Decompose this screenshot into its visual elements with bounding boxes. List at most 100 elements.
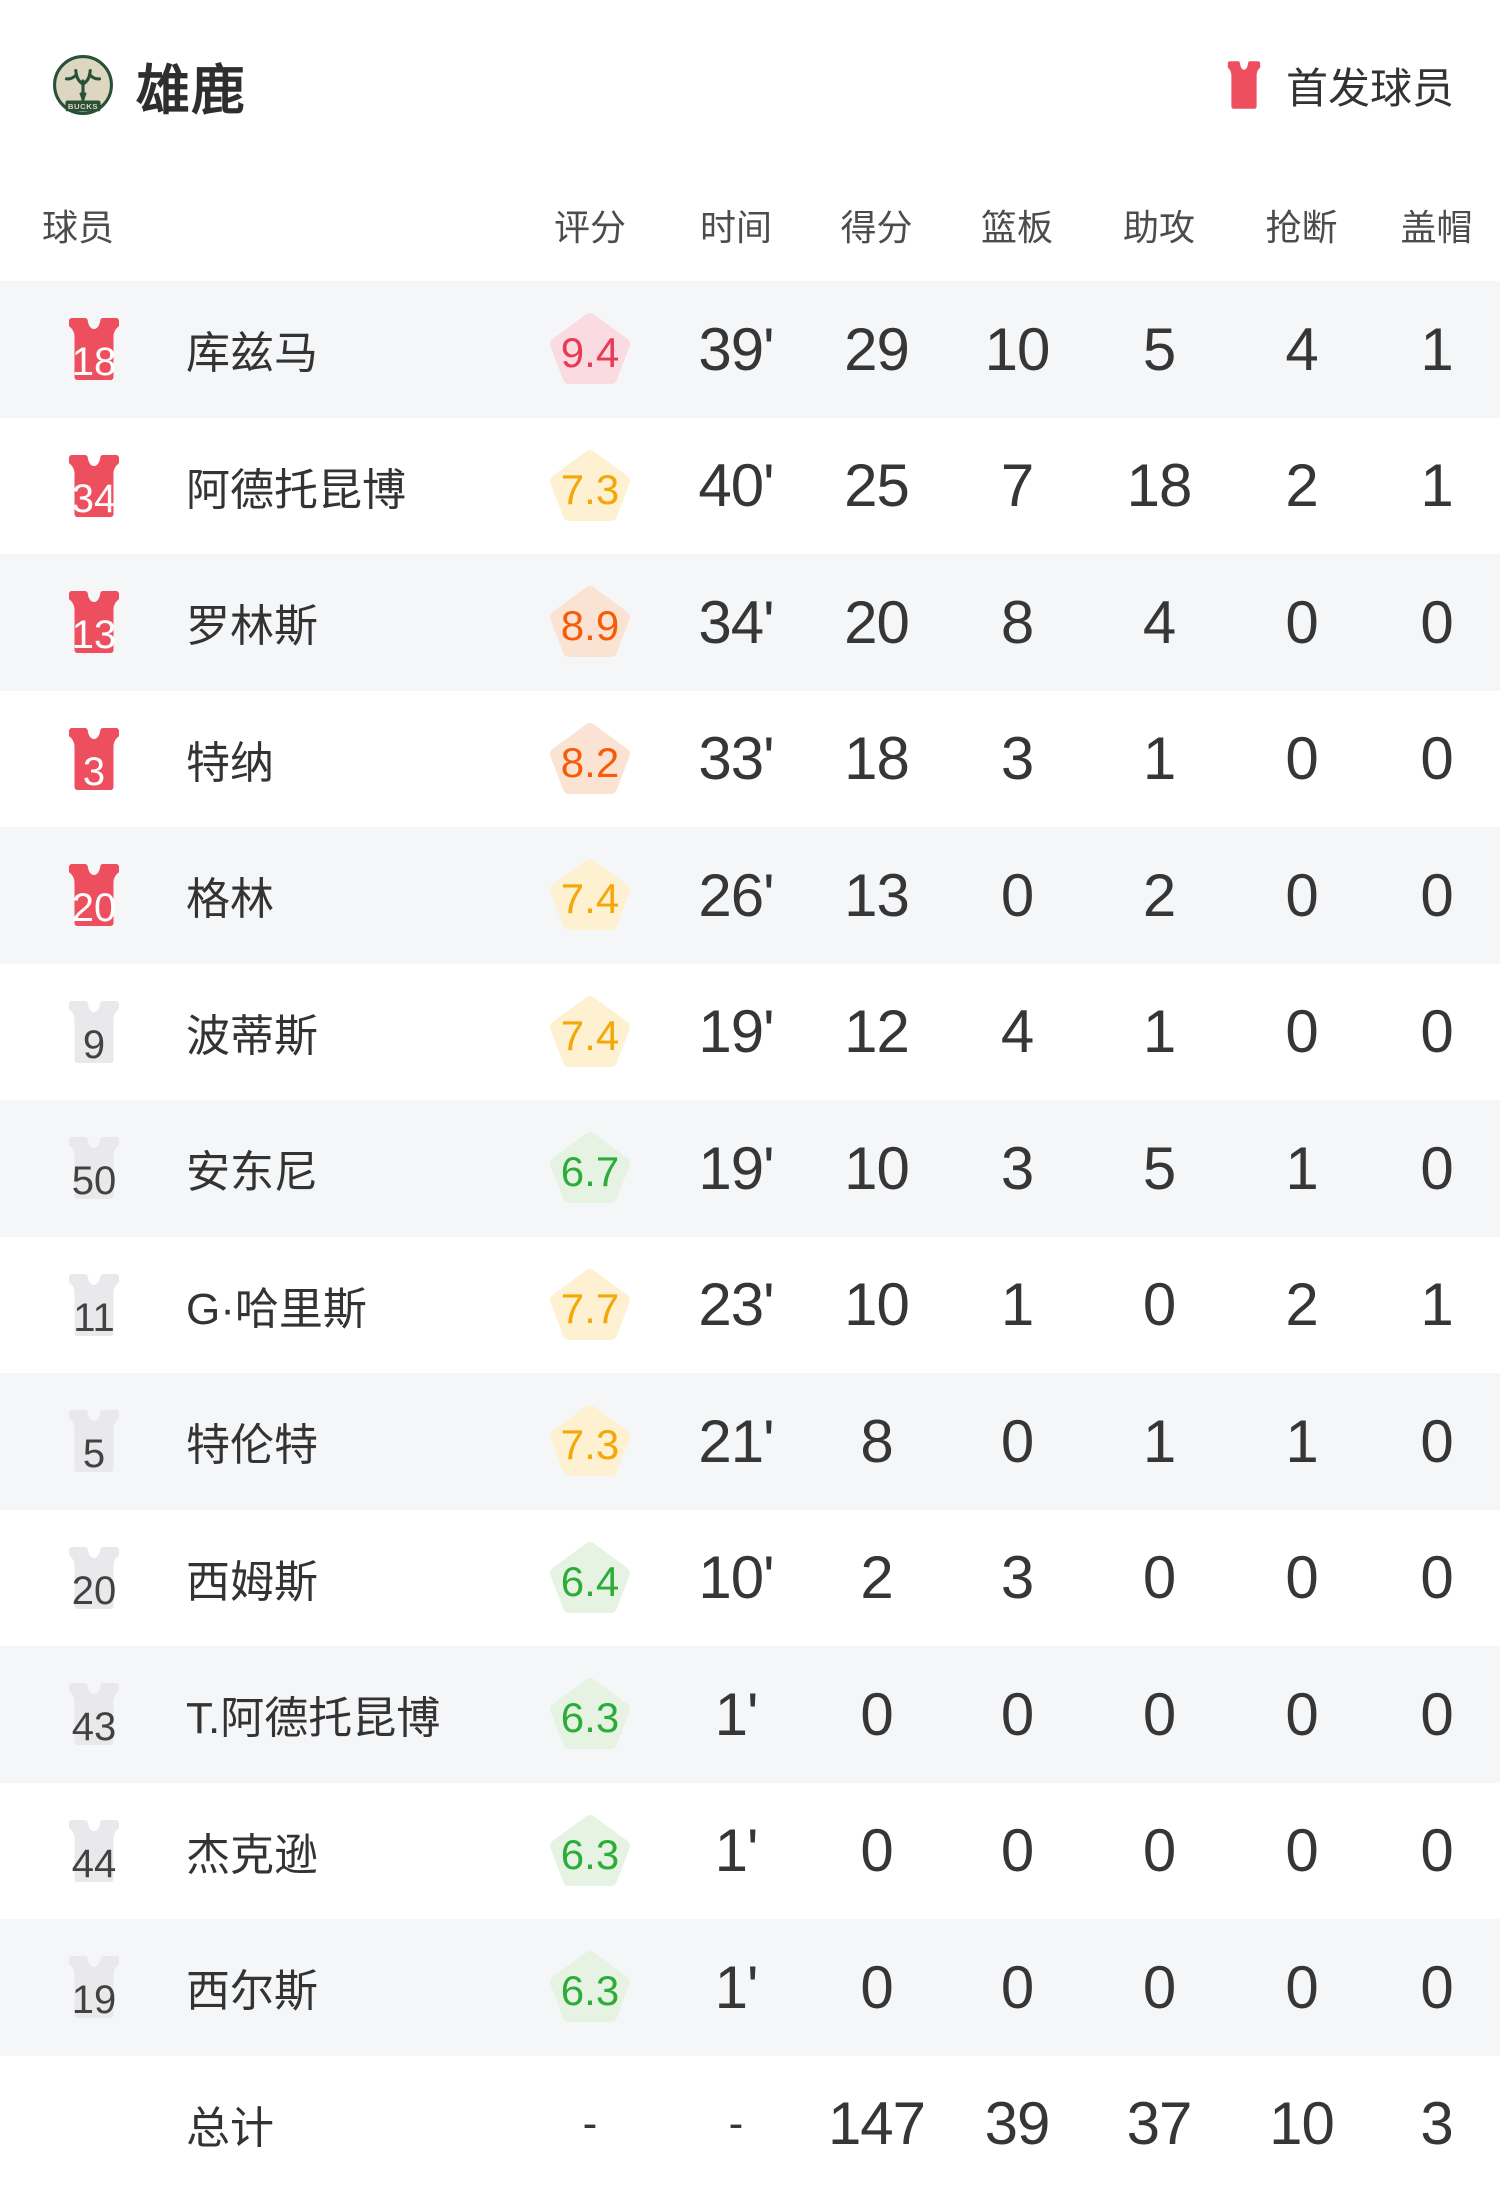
stat-time: 34' [698, 588, 774, 656]
rating-value: 7.3 [560, 1421, 620, 1469]
rating-badge: 7.7 [549, 1268, 631, 1341]
stat-points: 10 [844, 1134, 910, 1202]
column-header-player: 球员 [42, 207, 115, 248]
bucks-team-logo-icon: BUCKS [52, 54, 114, 116]
stat-time: 23' [698, 1271, 774, 1339]
player-row[interactable]: 3 特纳 8.2 33' 18 3 1 0 0 [0, 690, 1500, 827]
starter-legend: 首发球员 [1222, 55, 1454, 116]
rating-value: 8.2 [560, 738, 620, 786]
rating-value: 9.4 [560, 329, 620, 377]
rating-badge: 9.4 [549, 313, 631, 385]
player-row[interactable]: 5 特伦特 7.3 21' 8 0 1 1 0 [0, 1373, 1500, 1510]
stat-steals: 0 [1285, 1680, 1318, 1748]
rating-cell: 7.4 [515, 859, 665, 931]
player-cell: 5 特伦特 [60, 1407, 515, 1475]
jersey-number-icon: 11 [60, 1271, 128, 1339]
rating-badge: 7.3 [549, 449, 631, 522]
player-cell: 43 T.阿德托昆博 [60, 1680, 515, 1748]
rating-value: 7.3 [560, 465, 620, 513]
stat-points: 0 [860, 1680, 893, 1748]
stat-rebounds: 7 [1000, 452, 1034, 520]
player-row[interactable]: 20 格林 7.4 26' 13 0 2 0 0 [0, 827, 1500, 964]
player-cell: 44 杰克逊 [60, 1817, 515, 1885]
player-name: 特伦特 [186, 1421, 318, 1471]
player-row[interactable]: 44 杰克逊 6.3 1' 0 0 0 0 0 [0, 1782, 1500, 1919]
stat-points: 0 [860, 1953, 893, 2021]
stat-time: 1' [714, 1680, 759, 1748]
starter-jersey-icon [1222, 59, 1266, 111]
rating-value: 6.4 [560, 1557, 620, 1605]
rating-value: 7.4 [560, 875, 620, 923]
column-header-steals: 抢断 [1265, 207, 1338, 248]
stat-steals: 0 [1285, 1953, 1318, 2021]
svg-text:3: 3 [83, 750, 105, 793]
player-table: 18 库兹马 9.4 39' 29 10 5 4 1 [0, 281, 1500, 2192]
player-row[interactable]: 19 西尔斯 6.3 1' 0 0 0 0 0 [0, 1919, 1500, 2056]
player-name: 罗林斯 [186, 602, 318, 652]
rating-cell: 7.4 [515, 995, 665, 1068]
stat-blocks: 1 [1420, 315, 1453, 383]
player-row[interactable]: 9 波蒂斯 7.4 19' 12 4 1 0 0 [0, 963, 1500, 1100]
stat-assists: 1 [1142, 998, 1176, 1066]
player-cell: 11 G·哈里斯 [60, 1271, 515, 1339]
player-row[interactable]: 18 库兹马 9.4 39' 29 10 5 4 1 [0, 281, 1500, 418]
stat-points: 25 [844, 452, 910, 520]
stat-blocks: 1 [1420, 452, 1453, 520]
rating-badge: 7.3 [549, 1405, 631, 1477]
jersey-number-icon: 13 [60, 588, 128, 656]
stat-blocks: 1 [1420, 1271, 1453, 1339]
stat-blocks: 0 [1420, 861, 1453, 929]
stat-blocks: 0 [1420, 725, 1453, 793]
player-row[interactable]: 43 T.阿德托昆博 6.3 1' 0 0 0 0 0 [0, 1646, 1500, 1783]
totals-rebounds: 39 [984, 2090, 1051, 2158]
jersey-number-icon: 3 [60, 725, 128, 793]
svg-text:20: 20 [72, 886, 117, 929]
stat-time: 1' [714, 1817, 759, 1885]
rating-cell: 6.3 [515, 1678, 665, 1750]
jersey-number-icon: 9 [60, 998, 128, 1066]
stat-time: 33' [698, 725, 774, 793]
rating-value: 6.3 [560, 1830, 620, 1878]
totals-rating: - [582, 2098, 598, 2148]
player-cell: 13 罗林斯 [60, 588, 515, 656]
svg-text:18: 18 [72, 340, 117, 383]
stat-blocks: 0 [1420, 1817, 1453, 1885]
rating-value: 7.4 [560, 1011, 620, 1059]
stat-points: 2 [860, 1544, 893, 1612]
svg-text:9: 9 [83, 1023, 105, 1066]
svg-text:43: 43 [72, 1705, 117, 1748]
jersey-number-icon: 43 [60, 1680, 128, 1748]
jersey-number-icon: 44 [60, 1817, 128, 1885]
rating-cell: 6.7 [515, 1132, 665, 1204]
svg-text:BUCKS: BUCKS [68, 102, 98, 111]
player-row[interactable]: 11 G·哈里斯 7.7 23' 10 1 0 2 1 [0, 1236, 1500, 1373]
totals-steals: 10 [1269, 2090, 1335, 2158]
player-row[interactable]: 50 安东尼 6.7 19' 10 3 5 1 0 [0, 1100, 1500, 1237]
player-row[interactable]: 20 西姆斯 6.4 10' 2 3 0 0 0 [0, 1509, 1500, 1646]
player-row[interactable]: 13 罗林斯 8.9 34' 20 8 4 0 0 [0, 554, 1500, 691]
stat-blocks: 0 [1420, 1544, 1453, 1612]
stat-rebounds: 0 [1000, 1680, 1034, 1748]
stat-steals: 1 [1285, 1407, 1318, 1475]
player-name: G·哈里斯 [186, 1284, 367, 1334]
rating-badge: 8.9 [549, 586, 631, 658]
stat-blocks: 0 [1420, 1407, 1453, 1475]
player-name: 格林 [186, 875, 274, 925]
player-name: 西尔斯 [186, 1967, 318, 2017]
stat-steals: 2 [1285, 452, 1318, 520]
stat-time: 1' [714, 1953, 759, 2021]
player-name: 安东尼 [186, 1148, 318, 1198]
stat-assists: 2 [1142, 861, 1176, 929]
stat-time: 40' [698, 452, 774, 520]
stat-steals: 4 [1285, 315, 1318, 383]
svg-text:5: 5 [83, 1432, 105, 1475]
stat-rebounds: 0 [1000, 861, 1034, 929]
player-row[interactable]: 34 阿德托昆博 7.3 40' 25 7 18 2 1 [0, 417, 1500, 554]
table-column-headers: 球员 评分 时间 得分 篮板 助攻 抢断 盖帽 [0, 150, 1500, 281]
rating-cell: 7.3 [515, 449, 665, 522]
player-cell: 9 波蒂斯 [60, 998, 515, 1066]
totals-assists: 37 [1126, 2090, 1193, 2158]
stat-assists: 0 [1142, 1271, 1176, 1339]
rating-value: 8.9 [560, 602, 620, 650]
stat-assists: 1 [1142, 725, 1176, 793]
